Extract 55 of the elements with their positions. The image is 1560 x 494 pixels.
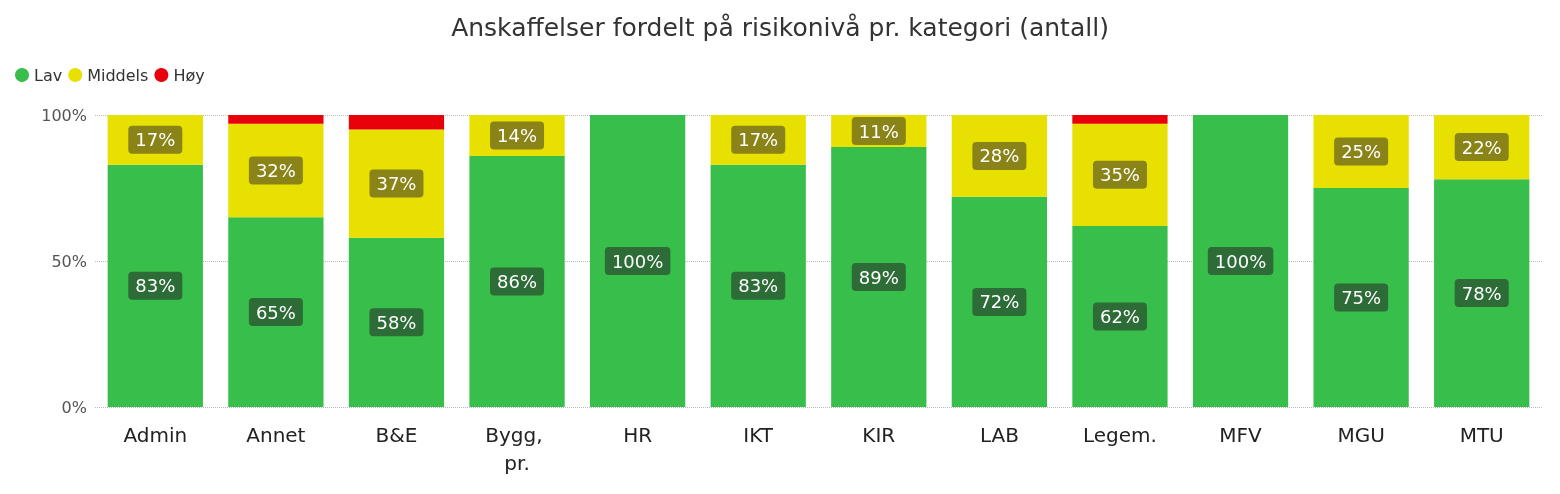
data-label: 62% <box>1099 305 1140 327</box>
x-tick-label: Legem. <box>1082 423 1157 447</box>
data-label: 58% <box>376 311 417 333</box>
bar <box>228 217 324 407</box>
data-label: 100% <box>611 250 664 272</box>
x-tick-label: LAB <box>979 423 1019 447</box>
x-tick-label: Annet <box>246 423 306 447</box>
data-label: 28% <box>979 145 1020 167</box>
data-label: 72% <box>979 291 1020 313</box>
y-tick-label: 0% <box>61 397 87 417</box>
x-tick-label: B&E <box>375 423 418 447</box>
x-tick-label: HR <box>623 423 653 447</box>
bar <box>1313 188 1409 407</box>
data-label: 75% <box>1341 287 1382 308</box>
bar <box>107 164 203 407</box>
bar <box>1192 115 1289 407</box>
bar <box>1072 225 1168 407</box>
data-label: 17% <box>738 129 779 151</box>
x-tick-label: Admin <box>123 423 188 447</box>
x-tick-label: Bygg, pr. <box>485 423 549 475</box>
data-label: 22% <box>1461 136 1502 158</box>
bar <box>348 237 445 407</box>
chart-title: Anskaffelser fordelt på risikonivå pr. kategori (antall) <box>451 13 1109 42</box>
data-label: 83% <box>135 275 176 297</box>
legend-label: Lav <box>34 65 63 85</box>
data-label: 83% <box>738 275 779 297</box>
y-tick-label: 100% <box>41 105 87 125</box>
data-label: 65% <box>255 301 296 323</box>
data-label: 78% <box>1461 282 1502 304</box>
bar <box>469 155 565 407</box>
bar <box>951 196 1048 407</box>
data-label: 35% <box>1099 164 1140 186</box>
data-label: 100% <box>1214 250 1267 272</box>
data-label: 14% <box>497 124 538 146</box>
legend-label: Høy <box>173 65 205 85</box>
x-tick-label: IKT <box>743 423 774 447</box>
data-label: 86% <box>497 270 538 292</box>
data-label: 37% <box>376 173 417 195</box>
x-tick-label: MGU <box>1337 423 1385 447</box>
bar <box>1434 179 1530 407</box>
data-label: 32% <box>255 159 296 181</box>
legend-label: Middels <box>87 65 149 85</box>
data-label: 17% <box>135 129 176 151</box>
bar <box>1072 115 1168 124</box>
data-label: 11% <box>858 120 899 142</box>
y-tick-label: 50% <box>51 251 87 271</box>
bar <box>710 164 806 407</box>
x-tick-label: MTU <box>1459 423 1504 447</box>
bar <box>348 115 445 130</box>
x-tick-label: KIR <box>862 423 896 447</box>
data-label: 89% <box>858 266 899 288</box>
x-tick-label: MFV <box>1219 423 1263 447</box>
bar <box>228 115 324 124</box>
bar <box>589 115 686 407</box>
data-label: 25% <box>1341 141 1382 162</box>
